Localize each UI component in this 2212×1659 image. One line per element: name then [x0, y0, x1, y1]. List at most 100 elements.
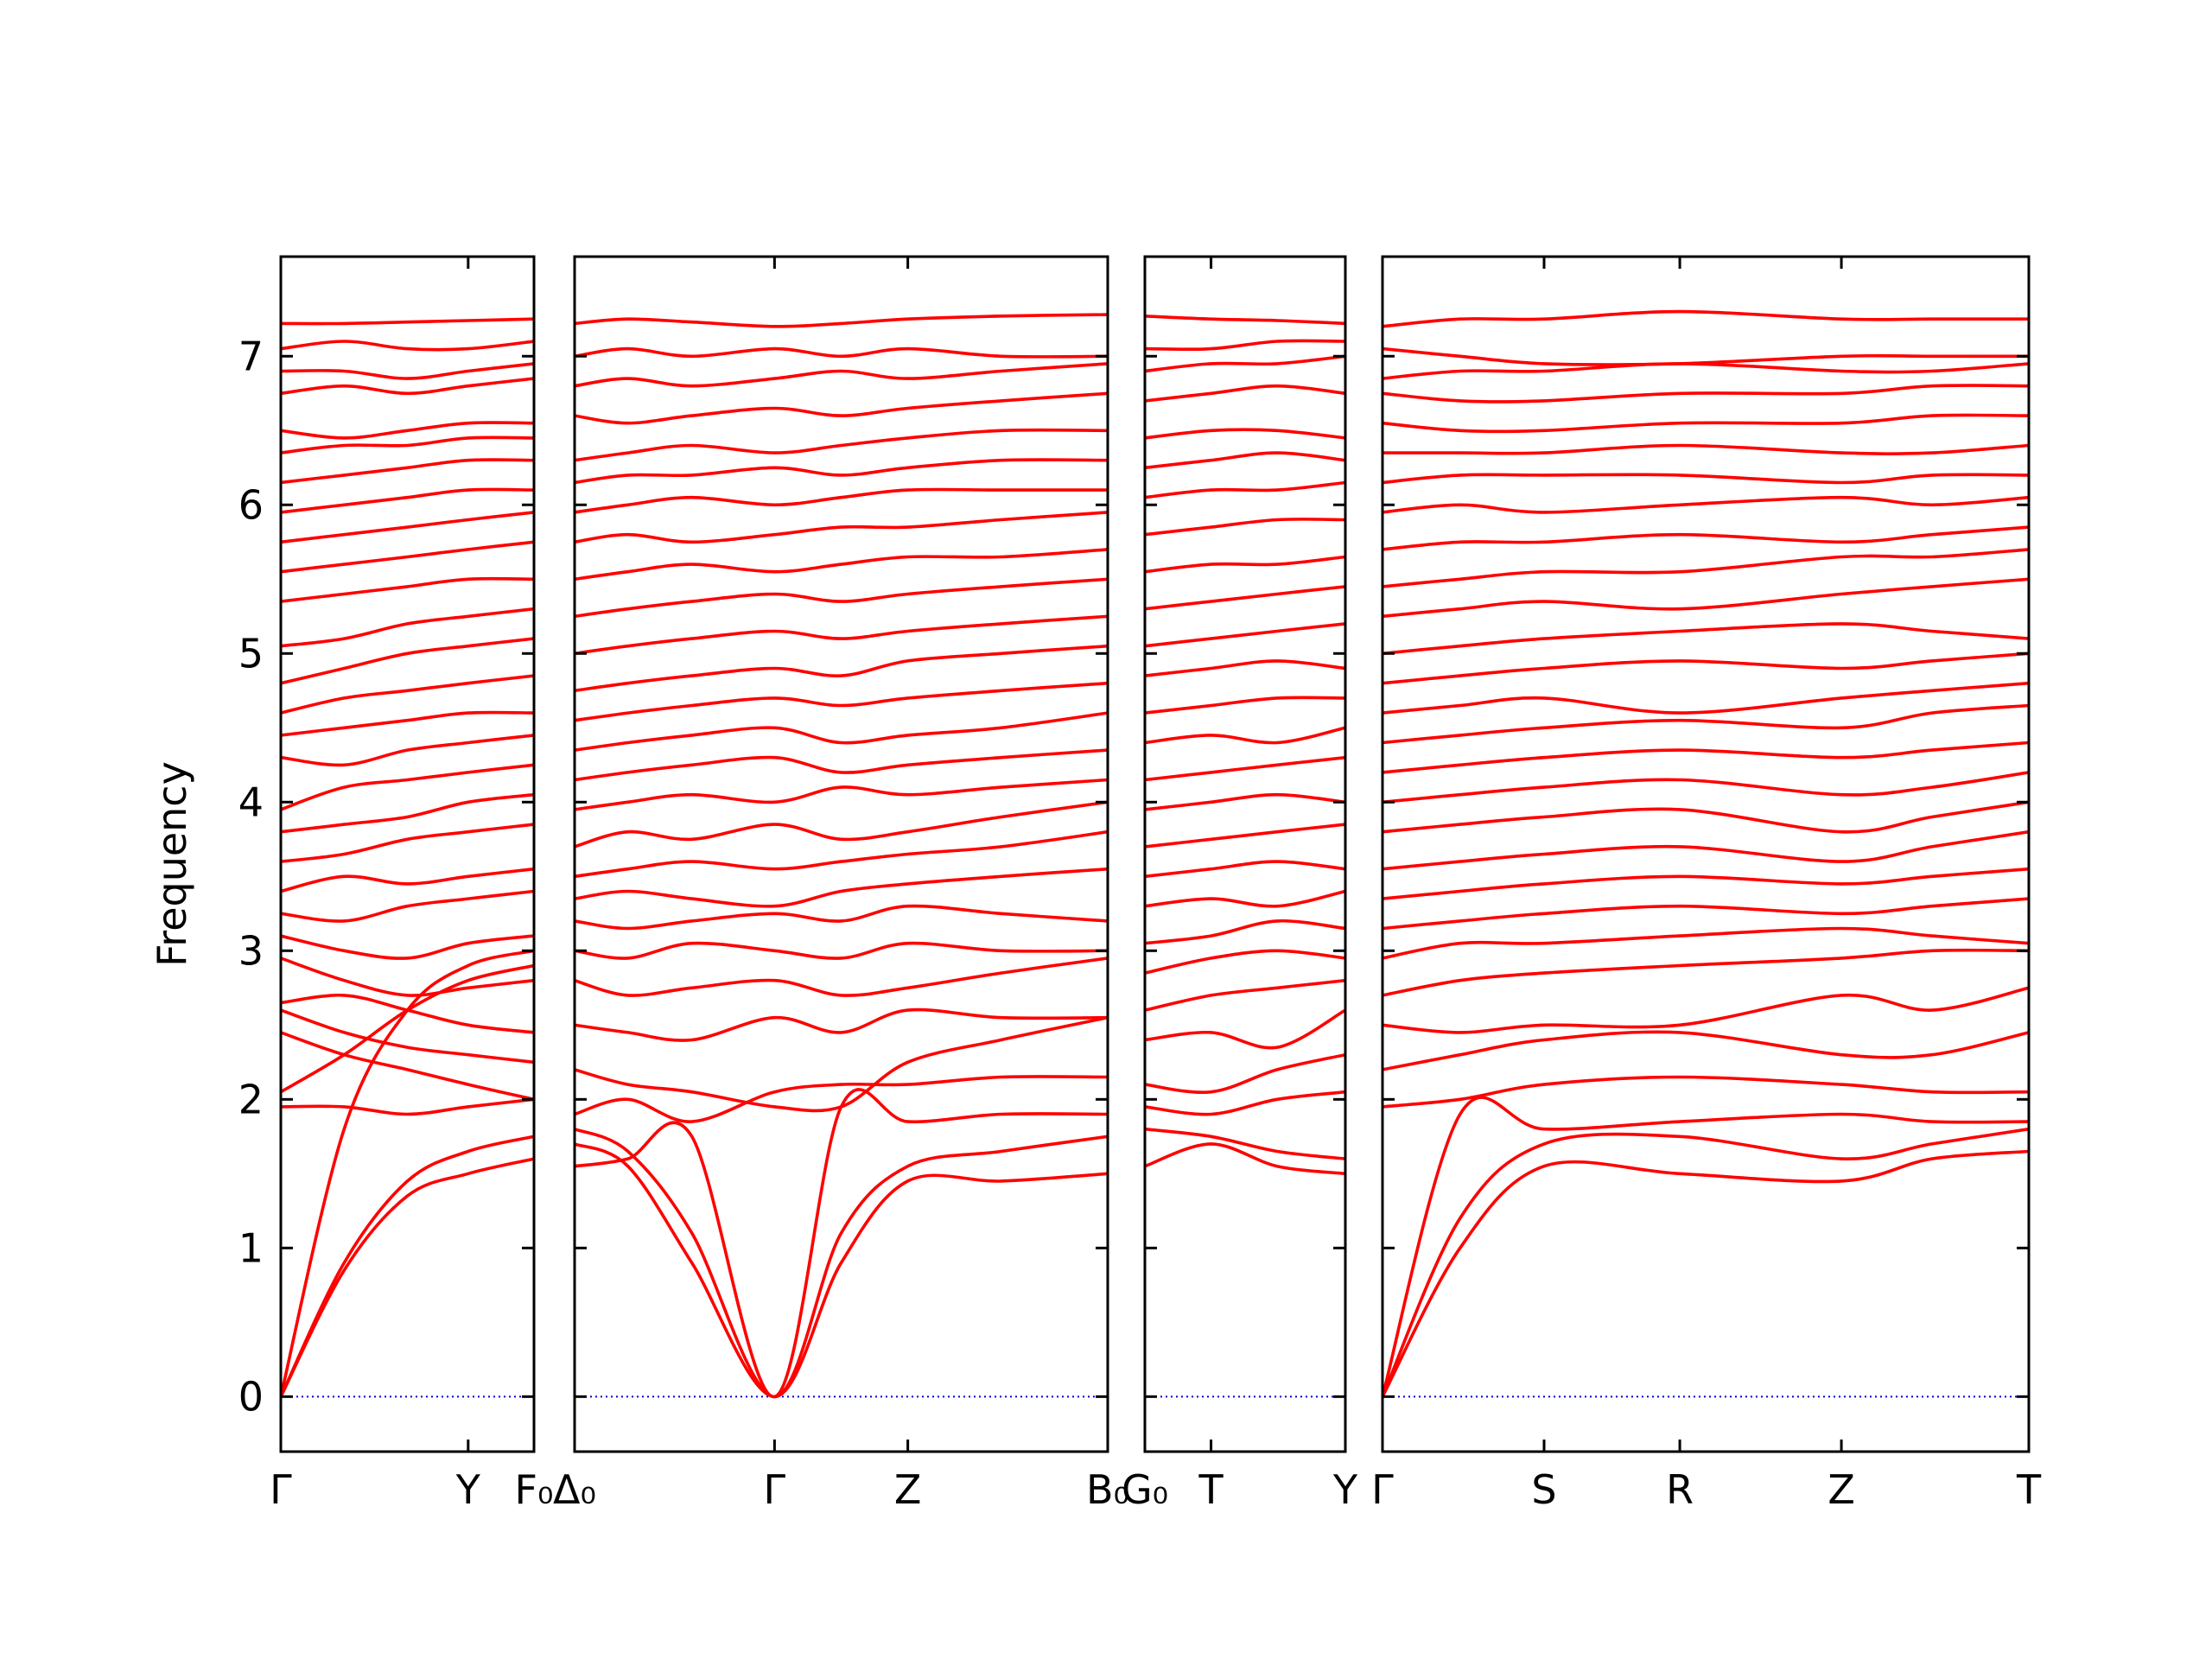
band-line [1382, 413, 2029, 434]
band-line [1382, 652, 2029, 685]
band-line [1382, 622, 2029, 656]
band-line [1145, 428, 1345, 440]
band-line [1382, 443, 2029, 455]
band-line [1382, 548, 2029, 588]
band-line [1382, 1149, 2029, 1399]
band-line [575, 711, 1108, 752]
band-line [1382, 948, 2029, 997]
x-tick-label: T [2016, 1466, 2042, 1513]
band-line [1145, 518, 1345, 537]
band-line [575, 362, 1108, 388]
band-line [575, 487, 1108, 514]
band-line [1382, 681, 2029, 715]
panel-frame [1143, 255, 1347, 1453]
band-line [1145, 1052, 1345, 1095]
band-line [1382, 830, 2029, 871]
x-tick-label: F₀ [515, 1466, 554, 1513]
band-line [1382, 577, 2029, 619]
y-tick-label: 5 [238, 630, 264, 677]
band-line [281, 1135, 534, 1399]
x-tick-label: Y [455, 1466, 481, 1513]
band-line [575, 800, 1108, 849]
band-line [281, 435, 534, 454]
x-tick-label: T [1198, 1466, 1224, 1513]
band-line [1145, 585, 1345, 611]
band-line [1382, 1127, 2029, 1399]
band-line [1382, 800, 2029, 834]
band-line [1382, 495, 2029, 514]
x-tick-label: Γ [1371, 1466, 1394, 1513]
band-line [281, 317, 534, 326]
y-tick-label: 0 [238, 1373, 264, 1420]
band-line [1145, 755, 1345, 782]
band-line [575, 957, 1108, 997]
band-line [281, 734, 534, 767]
band-line [1382, 986, 2029, 1034]
band-line [1382, 473, 2029, 485]
band-line [1145, 1008, 1345, 1050]
band-line [1145, 451, 1345, 470]
panel-1-plot-area [281, 317, 534, 1399]
band-line [281, 993, 534, 1034]
y-tick-label: 6 [238, 481, 264, 528]
band-line [281, 421, 534, 440]
band-line [1382, 703, 2029, 745]
band-line [281, 458, 534, 485]
band-line [575, 941, 1108, 960]
band-line [1145, 726, 1345, 745]
band-line [281, 949, 534, 1399]
band-line [281, 1157, 534, 1399]
band-line [281, 540, 534, 574]
band-line [281, 934, 534, 960]
x-tick-label: Y [1332, 1466, 1358, 1513]
band-line [1145, 1142, 1345, 1176]
panel-frame [279, 255, 536, 1453]
band-line [575, 346, 1108, 359]
band-line [1382, 926, 2029, 960]
band-line [281, 576, 534, 603]
band-line [575, 1088, 1108, 1399]
band-line [575, 1142, 1108, 1399]
band-line [281, 710, 534, 737]
panel-frame [1381, 255, 2031, 1453]
band-line [1382, 867, 2029, 900]
x-tick-label: B₀ [1086, 1466, 1129, 1513]
band-line [1382, 525, 2029, 551]
panel-3: G₀ T Y [1122, 255, 1358, 1513]
band-line [575, 1007, 1108, 1042]
band-line [281, 867, 534, 893]
band-line [281, 957, 534, 997]
band-line [1145, 555, 1345, 574]
band-line [281, 792, 534, 834]
band-line [1145, 659, 1345, 677]
band-line [1145, 1090, 1345, 1116]
band-line [1382, 1096, 2029, 1399]
band-line [1145, 384, 1345, 403]
band-line [575, 681, 1108, 722]
x-tick-label: Z [894, 1466, 922, 1513]
band-line [575, 548, 1108, 582]
band-line [1145, 860, 1345, 879]
band-line [1382, 741, 2029, 774]
panel-2-plot-area [575, 313, 1108, 1399]
band-line [575, 458, 1108, 485]
band-line [281, 377, 534, 396]
band-line [575, 748, 1108, 782]
band-line [281, 340, 534, 352]
band-line [1145, 339, 1345, 352]
band-line [575, 614, 1108, 656]
band-line [575, 778, 1108, 811]
band-line [281, 1031, 534, 1102]
panel-1: Γ Y F₀ [270, 255, 554, 1513]
panel-frame [573, 255, 1109, 1453]
band-line [1145, 696, 1345, 715]
band-line [1145, 480, 1345, 499]
band-line [575, 577, 1108, 619]
band-line [1145, 823, 1345, 849]
band-line [281, 362, 534, 380]
band-line [1145, 315, 1345, 326]
x-tick-label: R [1666, 1466, 1694, 1513]
band-line [1382, 384, 2029, 404]
band-line [575, 511, 1108, 544]
x-tick-label: Γ [764, 1466, 786, 1513]
